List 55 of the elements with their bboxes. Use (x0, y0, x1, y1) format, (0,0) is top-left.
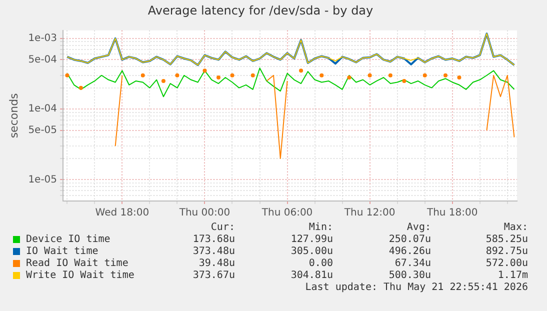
point (368, 73, 372, 78)
point (78, 86, 83, 90)
point (216, 76, 220, 80)
text: 127.99u (290, 234, 333, 245)
point (202, 68, 207, 73)
text: 304.81u (290, 270, 333, 281)
y-axis-title: seconds (7, 92, 20, 138)
x-tick-label: Thu 06:00 (260, 208, 313, 219)
text: Avg: (406, 222, 431, 233)
text: 373.48u (192, 246, 235, 257)
point (422, 73, 427, 78)
text: Cur: (210, 222, 235, 233)
point (457, 76, 462, 80)
text: 173.68u (192, 234, 235, 245)
text: 585.25u (486, 234, 528, 245)
text: 496.26u (388, 246, 431, 257)
text: 39.48u (198, 258, 235, 269)
text: 500.30u (388, 270, 431, 281)
y-tick-label: 5e-04 (28, 54, 58, 66)
y-tick-label: 1e-03 (28, 33, 58, 44)
point (161, 78, 166, 83)
text: 305.00u (290, 246, 333, 257)
text: Last update: Thu May 21 22:55:41 2026 (305, 282, 528, 293)
y-tick-label: 1e-04 (28, 104, 58, 115)
text: 67.34u (394, 258, 431, 269)
point (299, 68, 304, 73)
chart-title: Average latency for /dev/sda - by day (148, 3, 374, 18)
legend-label: Device IO time (26, 234, 110, 245)
point (443, 73, 448, 78)
text: 892.75u (486, 246, 528, 257)
text: 0.00 (308, 258, 333, 269)
legend-label: Read IO Wait time (26, 258, 128, 269)
text: Min: (308, 222, 333, 233)
y-tick-label: 5e-05 (28, 124, 58, 136)
x-tick-label: Thu 12:00 (343, 208, 396, 219)
point (250, 73, 255, 78)
point (347, 76, 352, 80)
text: 1.17m (498, 270, 528, 281)
point (230, 73, 234, 78)
legend-label: IO Wait time (26, 246, 98, 257)
legend-label: Write IO Wait time (26, 270, 134, 281)
y-tick-label: 1e-05 (28, 174, 58, 186)
point (175, 73, 180, 78)
point (65, 73, 70, 78)
text: 250.07u (388, 234, 431, 245)
text: 373.67u (192, 270, 235, 281)
text: 572.00u (486, 258, 528, 269)
point (388, 73, 392, 78)
x-tick-label: Wed 18:00 (95, 208, 150, 219)
point (402, 78, 406, 83)
x-tick-label: Thu 18:00 (426, 208, 478, 219)
point (140, 73, 145, 78)
x-tick-label: Thu 00:00 (178, 208, 230, 219)
text: Max: (504, 222, 528, 233)
point (320, 73, 324, 78)
